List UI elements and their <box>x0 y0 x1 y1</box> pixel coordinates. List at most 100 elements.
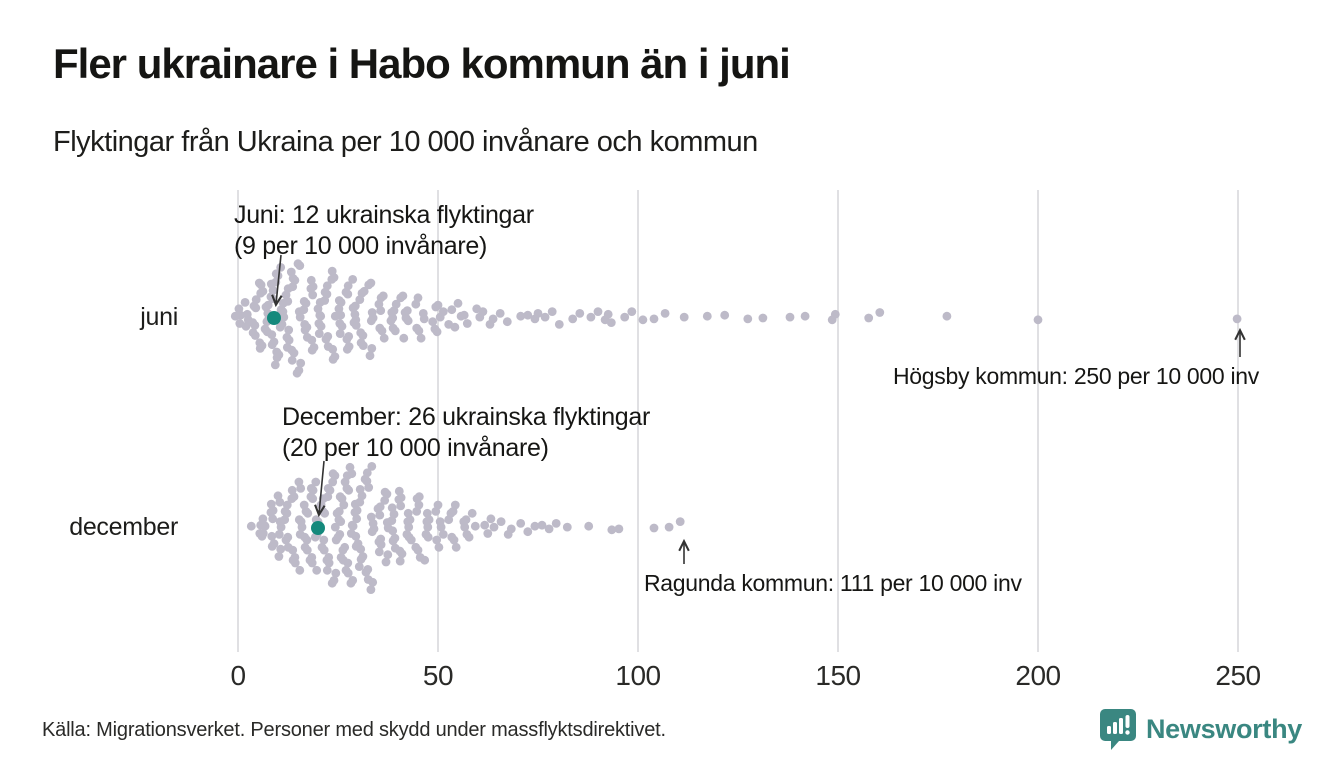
x-tick-label: 100 <box>615 660 661 691</box>
municipality-dot <box>1033 315 1043 325</box>
municipality-dot <box>450 322 460 332</box>
municipality-dot <box>402 306 412 315</box>
municipality-dot <box>435 517 445 526</box>
municipality-dot <box>432 535 442 545</box>
x-tick-label: 150 <box>815 660 861 691</box>
municipality-dot <box>376 540 386 549</box>
municipality-dot <box>347 520 357 530</box>
municipality-dot <box>495 309 505 318</box>
municipality-dot <box>284 325 294 335</box>
municipality-dot <box>386 316 396 326</box>
municipality-dot <box>355 485 365 494</box>
municipality-dot <box>343 568 353 578</box>
municipality-dot <box>310 532 320 542</box>
municipality-dot <box>480 520 490 530</box>
municipality-dot <box>254 278 264 288</box>
municipality-dot <box>358 341 368 350</box>
municipality-dot <box>290 558 300 568</box>
municipality-dot <box>422 508 432 518</box>
municipality-dot <box>562 522 572 532</box>
municipality-dot <box>302 535 312 545</box>
municipality-dot <box>470 521 480 531</box>
municipality-dot <box>464 532 474 542</box>
municipality-dot <box>679 312 689 322</box>
municipality-dot <box>432 327 442 337</box>
municipality-dot <box>288 545 298 555</box>
municipality-dot <box>649 523 659 533</box>
municipality-dot <box>459 310 469 320</box>
newsworthy-speech-bubble-bar-chart-icon <box>1099 707 1137 751</box>
municipality-dot <box>533 309 543 318</box>
municipality-dot <box>606 318 616 327</box>
municipality-dot <box>335 329 345 338</box>
municipality-dot <box>418 309 428 318</box>
municipality-dot <box>603 309 613 319</box>
municipality-dot <box>275 322 285 332</box>
municipality-dot <box>300 325 310 335</box>
x-tick-label: 50 <box>422 660 454 691</box>
municipality-dot <box>478 307 488 316</box>
municipality-dot <box>351 531 361 541</box>
municipality-dot <box>312 565 322 575</box>
municipality-dot <box>433 300 443 310</box>
municipality-dot <box>450 500 460 510</box>
municipality-dot <box>274 530 284 539</box>
municipality-dot <box>397 549 407 559</box>
municipality-dot <box>516 519 526 528</box>
municipality-dot <box>328 355 338 364</box>
municipality-dot <box>345 462 355 472</box>
municipality-dot <box>638 315 648 325</box>
municipality-dot <box>348 275 358 284</box>
municipality-dot <box>554 320 564 329</box>
municipality-dot <box>614 524 624 534</box>
municipality-dot <box>702 311 712 321</box>
row-label-juni: juni <box>140 303 178 331</box>
municipality-dot <box>540 312 550 322</box>
municipality-dot <box>350 301 360 311</box>
municipality-dot <box>743 314 753 324</box>
municipality-dot <box>342 334 352 344</box>
municipality-dot <box>551 519 561 528</box>
municipality-dot <box>293 259 303 269</box>
row-label-december: december <box>69 513 178 541</box>
municipality-dot <box>403 508 413 518</box>
municipality-dot <box>366 512 376 522</box>
municipality-dot <box>324 558 334 568</box>
municipality-dot <box>292 368 302 378</box>
municipality-dot <box>381 557 391 567</box>
annotation-juni-highlight: Juni: 12 ukrainska flyktingar (9 per 10 … <box>234 200 534 262</box>
municipality-dot <box>267 330 277 339</box>
municipality-dot <box>390 326 400 336</box>
municipality-dot <box>307 558 317 568</box>
municipality-dot <box>374 547 384 557</box>
chart-footer: Källa: Migrationsverket. Personer med sk… <box>0 705 1340 765</box>
municipality-dot <box>383 550 393 560</box>
municipality-dot <box>311 477 321 487</box>
municipality-dot <box>367 344 377 353</box>
municipality-dot <box>379 333 389 343</box>
page-subtitle: Flyktingar från Ukraina per 10 000 invån… <box>53 126 758 158</box>
municipality-dot <box>255 344 265 353</box>
municipality-dot <box>530 521 540 531</box>
municipality-dot <box>395 556 405 566</box>
municipality-dot <box>327 578 337 588</box>
municipality-dot <box>586 312 596 322</box>
municipality-dot <box>486 514 496 524</box>
municipality-dot <box>875 308 885 317</box>
municipality-dot <box>259 520 269 530</box>
municipality-dot <box>575 309 585 318</box>
municipality-dot <box>267 340 277 350</box>
municipality-dot <box>366 278 376 288</box>
x-tick-label: 200 <box>1015 660 1061 691</box>
municipality-dot <box>282 500 292 510</box>
municipality-dot <box>447 305 457 315</box>
municipality-dot <box>942 311 952 321</box>
municipality-dot <box>649 314 659 324</box>
municipality-dot <box>266 499 276 509</box>
municipality-dot <box>334 296 344 305</box>
municipality-dot <box>568 314 578 324</box>
municipality-dot <box>272 353 282 362</box>
municipality-dot <box>356 544 366 554</box>
municipality-dot <box>403 316 413 326</box>
